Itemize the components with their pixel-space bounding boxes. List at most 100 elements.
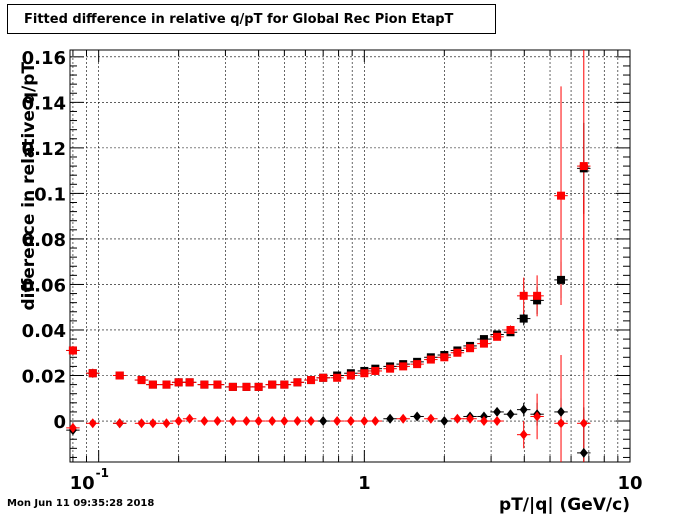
data-point-square xyxy=(426,355,435,364)
data-point-diamond xyxy=(88,418,97,429)
y-tick-label: 0.12 xyxy=(22,139,66,160)
data-point-square xyxy=(533,291,542,300)
data-point-diamond xyxy=(519,404,528,415)
data-point-square xyxy=(493,332,502,341)
data-point-square xyxy=(453,348,462,357)
data-point-diamond xyxy=(371,416,380,427)
x-tick-label: 1 xyxy=(358,473,371,494)
data-point-diamond xyxy=(493,416,502,427)
data-point-square xyxy=(268,380,277,389)
y-tick-label: 0.02 xyxy=(22,367,66,388)
data-point-square xyxy=(254,382,263,391)
data-point-square xyxy=(333,373,342,382)
data-point-diamond xyxy=(174,416,183,427)
data-point-square xyxy=(413,360,422,369)
data-point-square xyxy=(479,335,488,344)
data-point-diamond xyxy=(426,413,435,424)
data-point-diamond xyxy=(413,411,422,422)
data-point-square xyxy=(162,380,171,389)
data-markers xyxy=(68,162,588,458)
error-bars xyxy=(66,50,591,462)
y-tick-label: 0.04 xyxy=(22,321,66,342)
data-point-diamond xyxy=(162,418,171,429)
y-tick-label: 0 xyxy=(53,412,66,433)
data-point-diamond xyxy=(579,447,588,458)
data-point-square xyxy=(506,325,515,334)
grid-lines xyxy=(70,50,631,462)
data-point-square xyxy=(200,380,209,389)
y-tick-label: 0.14 xyxy=(22,93,66,114)
y-tick-label: 0.08 xyxy=(22,230,66,251)
data-point-diamond xyxy=(242,416,251,427)
data-point-square xyxy=(185,378,194,387)
data-point-square xyxy=(579,162,588,171)
data-point-diamond xyxy=(579,418,588,429)
data-point-diamond xyxy=(200,416,209,427)
data-point-diamond xyxy=(68,422,77,433)
data-point-diamond xyxy=(333,416,342,427)
y-tick-label: 0.06 xyxy=(22,275,66,296)
data-point-diamond xyxy=(213,416,222,427)
data-point-diamond xyxy=(148,418,157,429)
data-point-diamond xyxy=(293,416,302,427)
data-point-square xyxy=(88,369,97,378)
data-point-square xyxy=(557,191,566,200)
title-box: Fitted difference in relative q/pT for G… xyxy=(7,4,496,34)
data-point-diamond xyxy=(386,413,395,424)
data-point-square xyxy=(319,373,328,382)
data-point-square xyxy=(242,382,251,391)
data-point-square xyxy=(557,275,566,284)
data-point-square xyxy=(280,380,289,389)
data-point-diamond xyxy=(493,406,502,417)
data-point-diamond xyxy=(557,418,566,429)
data-point-square xyxy=(137,376,146,385)
x-tick-label-exponent: -1 xyxy=(96,466,109,480)
data-point-square xyxy=(519,314,528,323)
data-point-diamond xyxy=(254,416,263,427)
data-point-square xyxy=(115,371,124,380)
y-tick-labels: 0 0.02 0.04 0.06 0.08 0.1 0.12 0.14 0.16 xyxy=(22,48,66,433)
data-point-diamond xyxy=(137,418,146,429)
axis-ticks xyxy=(70,50,631,462)
data-point-square xyxy=(293,378,302,387)
data-point-diamond xyxy=(506,409,515,420)
data-point-square xyxy=(466,344,475,353)
data-point-square xyxy=(479,339,488,348)
data-point-diamond xyxy=(533,411,542,422)
x-axis-label: pT/|q| (GeV/c) xyxy=(499,495,630,514)
data-point-square xyxy=(68,346,77,355)
data-point-diamond xyxy=(466,413,475,424)
data-point-diamond xyxy=(346,416,355,427)
data-point-diamond xyxy=(479,416,488,427)
data-point-diamond xyxy=(360,416,369,427)
y-axis-label: difference in relative q/pT xyxy=(19,62,39,311)
data-point-square xyxy=(519,291,528,300)
data-point-diamond xyxy=(399,413,408,424)
data-point-diamond xyxy=(280,416,289,427)
data-point-diamond xyxy=(519,429,528,440)
data-point-square xyxy=(213,380,222,389)
x-tick-label: 10 xyxy=(70,473,95,494)
data-point-square xyxy=(228,382,237,391)
x-tick-label: 10 xyxy=(617,473,642,494)
data-point-diamond xyxy=(453,413,462,424)
data-point-square xyxy=(386,364,395,373)
data-point-square xyxy=(371,366,380,375)
data-point-square xyxy=(346,371,355,380)
data-point-square xyxy=(148,380,157,389)
data-point-square xyxy=(174,378,183,387)
data-point-square xyxy=(440,353,449,362)
data-point-diamond xyxy=(557,406,566,417)
y-tick-label: 0.1 xyxy=(34,184,66,205)
data-point-diamond xyxy=(307,416,316,427)
data-point-diamond xyxy=(115,418,124,429)
data-point-square xyxy=(307,376,316,385)
y-tick-label: 0.16 xyxy=(22,48,66,69)
timestamp: Mon Jun 11 09:35:28 2018 xyxy=(7,498,155,509)
data-point-square xyxy=(360,369,369,378)
data-point-diamond xyxy=(440,416,449,427)
x-tick-labels: 10 -1 1 10 xyxy=(70,466,643,494)
data-point-diamond xyxy=(228,416,237,427)
data-point-square xyxy=(533,296,542,305)
